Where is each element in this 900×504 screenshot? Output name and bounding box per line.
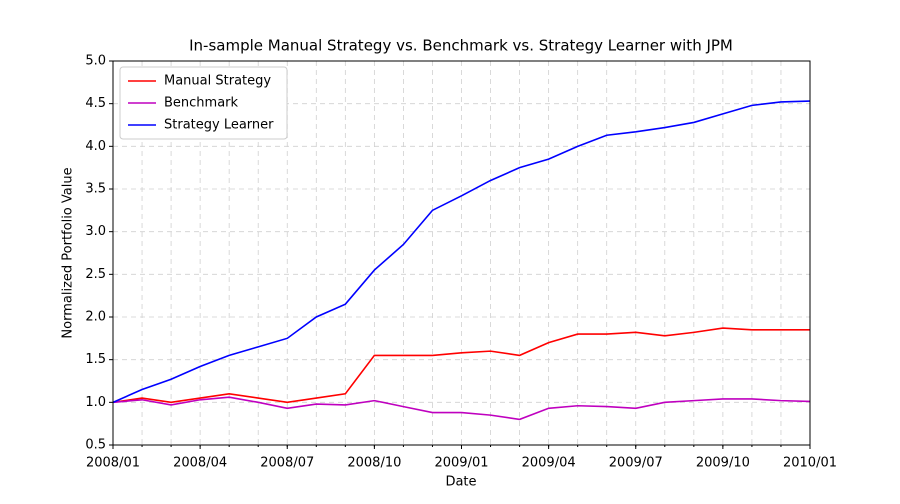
x-tick-label: 2009/07	[609, 456, 663, 471]
y-axis-label: Normalized Portfolio Value	[61, 167, 76, 338]
y-tick-label: 2.0	[85, 310, 106, 325]
y-tick-label: 0.5	[85, 438, 106, 453]
legend-label: Manual Strategy	[164, 74, 271, 89]
y-tick-label: 5.0	[85, 54, 106, 69]
x-tick-label: 2008/01	[86, 456, 140, 471]
y-tick-label: 1.5	[85, 352, 106, 367]
legend-label: Strategy Learner	[164, 118, 274, 133]
x-tick-label: 2008/04	[173, 456, 227, 471]
series-line	[112, 396, 811, 421]
x-tick-label: 2009/01	[434, 456, 488, 471]
x-tick-label: 2008/07	[260, 456, 314, 471]
series-line	[112, 327, 810, 404]
y-tick-label: 2.5	[85, 267, 106, 282]
x-tick-label: 2009/10	[696, 456, 750, 471]
plot-frame	[112, 60, 811, 446]
legend-label: Benchmark	[164, 96, 239, 111]
y-tick-label: 4.0	[85, 139, 106, 154]
x-tick-label: 2010/01	[783, 456, 837, 471]
y-tick-label: 1.0	[85, 395, 106, 410]
y-tick-label: 3.5	[85, 182, 106, 197]
y-tick-label: 3.0	[85, 224, 106, 239]
x-tick-label: 2008/10	[347, 456, 401, 471]
chart-title: In-sample Manual Strategy vs. Benchmark …	[189, 37, 733, 55]
x-axis-label: Date	[445, 475, 476, 490]
x-tick-label: 2009/04	[522, 456, 576, 471]
y-tick-label: 4.5	[85, 96, 106, 111]
series-line	[112, 100, 811, 404]
legend-box	[119, 66, 288, 140]
